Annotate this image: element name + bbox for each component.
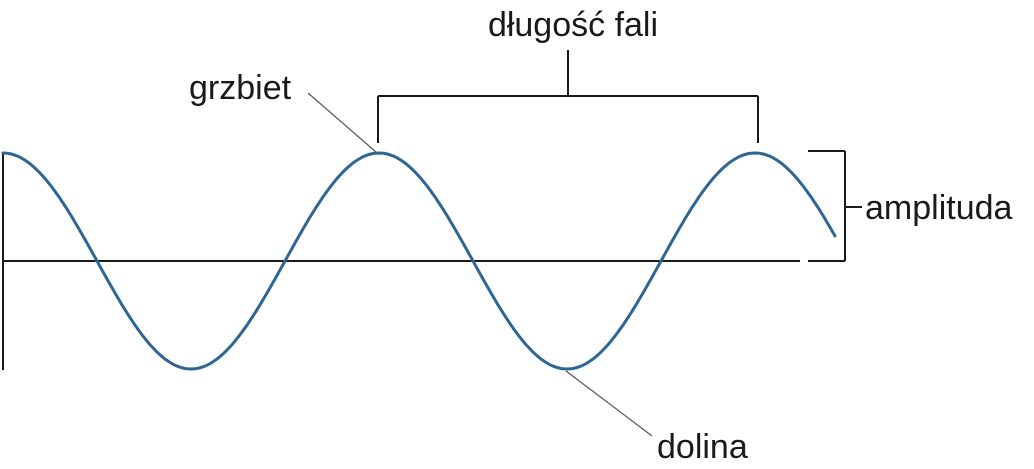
amplitude-bracket [808,150,862,262]
trough-pointer [565,370,653,437]
trough-label: dolina [657,428,748,466]
crest-pointer [307,92,377,153]
wavelength-bracket [377,50,759,143]
wavelength-label: długość fali [488,6,658,44]
wave-curve [1,151,837,371]
crest-label: grzbiet [189,69,292,107]
amplitude-label: amplituda [865,189,1013,227]
